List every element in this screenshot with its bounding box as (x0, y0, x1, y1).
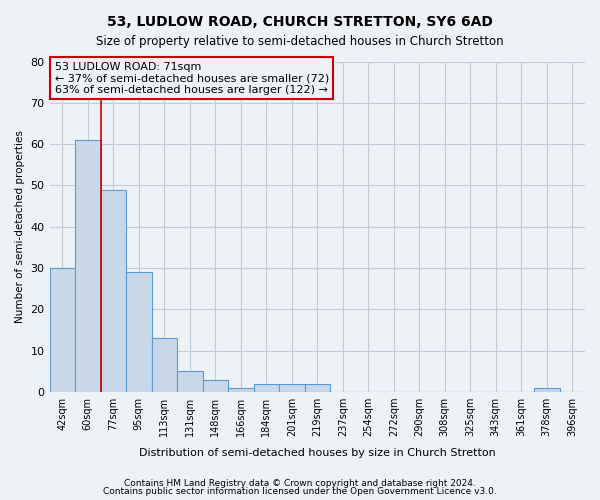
Text: Contains public sector information licensed under the Open Government Licence v3: Contains public sector information licen… (103, 487, 497, 496)
Bar (177, 372, 203, 392)
Bar (254, 384, 279, 392)
Text: Size of property relative to semi-detached houses in Church Stretton: Size of property relative to semi-detach… (96, 35, 504, 48)
Bar (279, 384, 305, 392)
Bar (228, 388, 254, 392)
Bar (126, 272, 152, 392)
Bar (305, 384, 330, 392)
Bar (203, 380, 228, 392)
Text: 53, LUDLOW ROAD, CHURCH STRETTON, SY6 6AD: 53, LUDLOW ROAD, CHURCH STRETTON, SY6 6A… (107, 15, 493, 29)
Bar (152, 338, 177, 392)
X-axis label: Distribution of semi-detached houses by size in Church Stretton: Distribution of semi-detached houses by … (139, 448, 496, 458)
Bar (50, 268, 75, 392)
Bar (75, 140, 101, 392)
Bar (101, 190, 126, 392)
Text: 53 LUDLOW ROAD: 71sqm
← 37% of semi-detached houses are smaller (72)
63% of semi: 53 LUDLOW ROAD: 71sqm ← 37% of semi-deta… (55, 62, 329, 94)
Bar (534, 388, 560, 392)
Text: Contains HM Land Registry data © Crown copyright and database right 2024.: Contains HM Land Registry data © Crown c… (124, 478, 476, 488)
Y-axis label: Number of semi-detached properties: Number of semi-detached properties (15, 130, 25, 323)
